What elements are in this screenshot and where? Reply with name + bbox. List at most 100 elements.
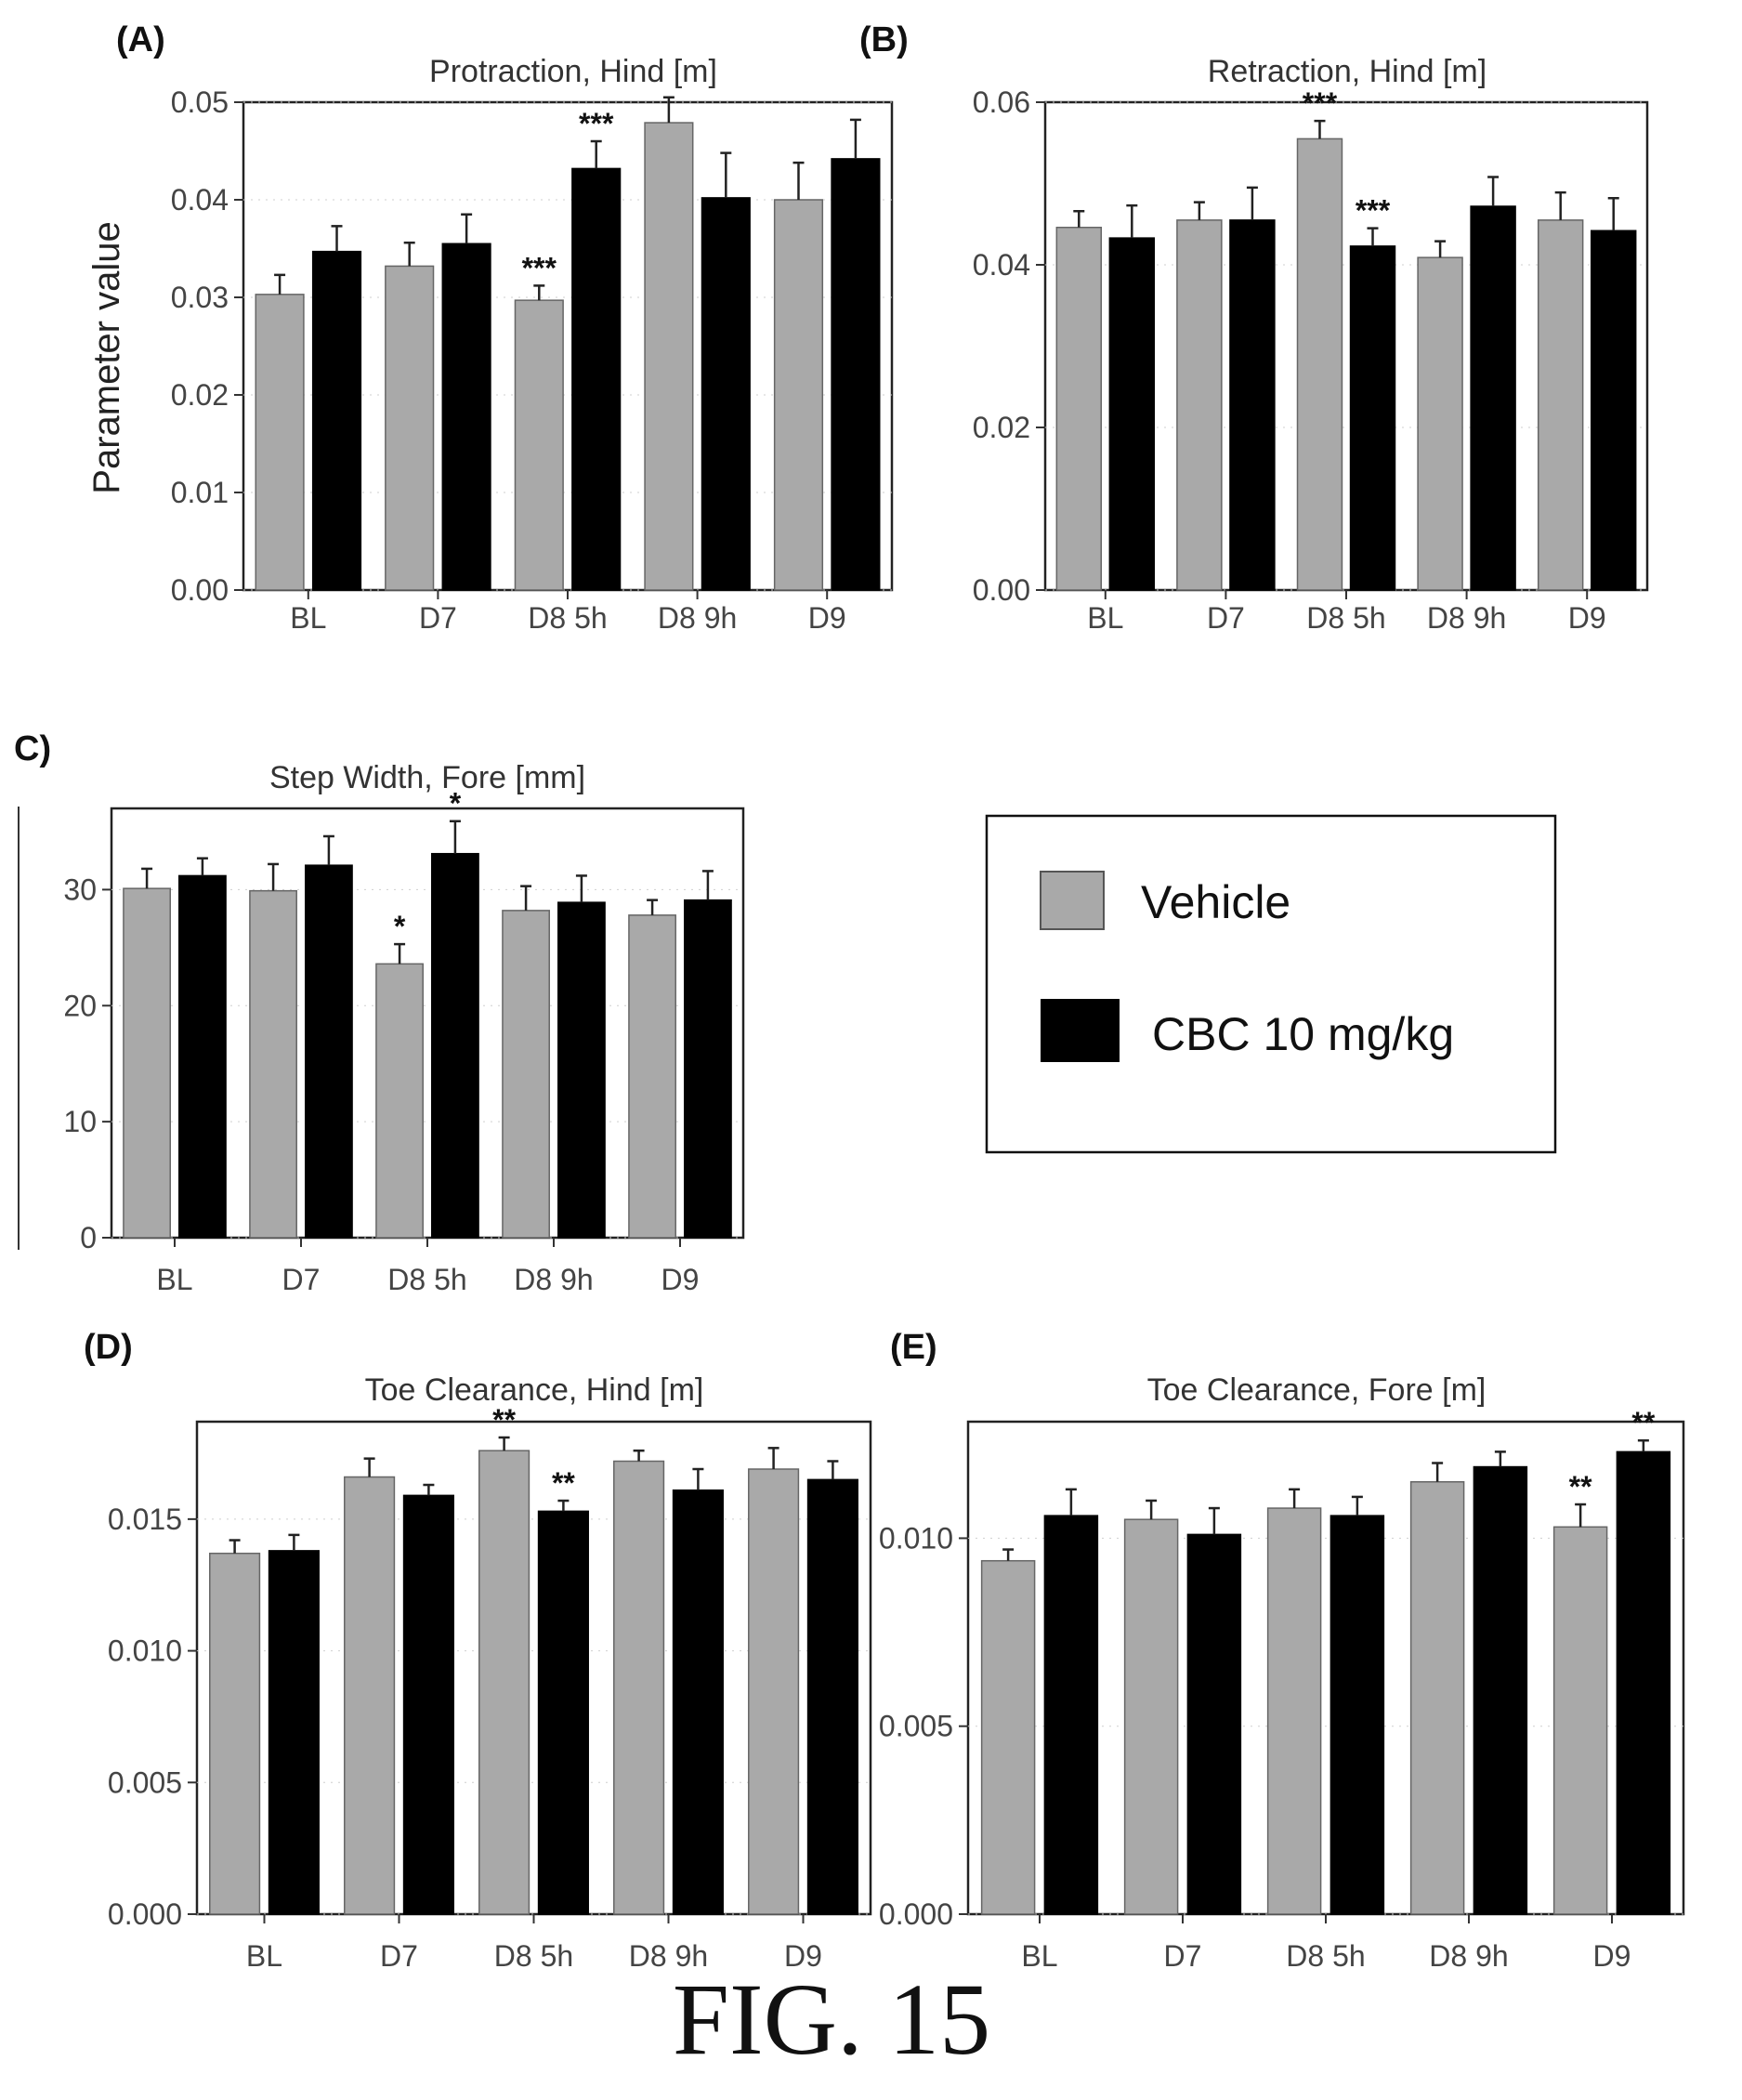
y-tick-label: 0.04: [171, 183, 229, 217]
bar-vehicle: [1176, 219, 1223, 591]
bar-vehicle: [249, 889, 297, 1239]
significance-marker: **: [1631, 1406, 1655, 1439]
y-tick-label: 30: [63, 873, 97, 906]
bar-vehicle: [613, 1460, 665, 1915]
bar-vehicle: [773, 199, 824, 591]
panel-a: (A) Protraction, Hind [m] Parameter valu…: [86, 20, 894, 635]
plot-area: 0.000 0.005 0.010 0.015 BL D7 ** ** D8 5h D8 9h D9: [108, 1403, 872, 1973]
y-tick-label: 0.005: [879, 1710, 953, 1743]
bar-vehicle: [1537, 219, 1584, 591]
y-tick-label: 0.00: [171, 573, 229, 607]
bar-cbc: [1186, 1533, 1242, 1915]
bar-vehicle: [502, 910, 550, 1239]
bar-cbc: [701, 197, 751, 591]
bar-vehicle: [1266, 1507, 1322, 1915]
bar-cbc: [1349, 245, 1396, 591]
x-tick-label: D8 9h: [514, 1263, 593, 1296]
bar-cbc: [806, 1478, 858, 1915]
significance-marker: ***: [579, 107, 614, 140]
x-tick-label: D7: [282, 1263, 321, 1296]
bar-vehicle: [209, 1552, 261, 1915]
bar-vehicle: [644, 122, 694, 591]
y-tick-label: 0.00: [973, 573, 1030, 607]
y-axis-label: Parameter value: [86, 221, 127, 493]
panel-title: Toe Clearance, Fore [m]: [1147, 1372, 1487, 1408]
legend: Vehicle CBC 10 mg/kg: [985, 814, 1557, 1154]
bar-vehicle: [123, 887, 171, 1239]
bar-vehicle: [1296, 138, 1343, 591]
y-tick-label: 0.01: [171, 476, 229, 509]
figure-caption: FIG. 15: [673, 1962, 990, 2076]
y-tick-label: 0.06: [973, 85, 1030, 119]
significance-marker: **: [552, 1466, 575, 1500]
y-tick-label: 0.010: [108, 1634, 182, 1668]
bar-cbc: [1470, 205, 1516, 591]
panel-c: C) Step Width, Fore [mm] 0 10 20 30 BL D7 * * D8…: [14, 729, 745, 1296]
x-tick-label: D9: [784, 1939, 822, 1973]
legend-swatch-vehicle: [1040, 871, 1105, 930]
significance-marker: ***: [1303, 86, 1338, 120]
bar-cbc: [178, 874, 227, 1239]
x-tick-label: D7: [1207, 601, 1245, 635]
y-tick-label: 0.005: [108, 1765, 182, 1799]
bar-cbc: [431, 852, 479, 1239]
panel-title: Protraction, Hind [m]: [429, 54, 717, 89]
bar-vehicle: [344, 1476, 396, 1915]
y-tick-label: 10: [63, 1105, 97, 1138]
panel-b: (B) Retraction, Hind [m] 0.00 0.02 0.04 0.0…: [859, 20, 1649, 635]
bar-vehicle: [385, 265, 435, 591]
panel-d: (D) Toe Clearance, Hind [m] 0.0000.0050.…: [84, 1328, 872, 1973]
x-tick-label: D8 9h: [629, 1939, 708, 1973]
panel-title: Toe Clearance, Hind [m]: [365, 1372, 704, 1408]
panel-title: Retraction, Hind [m]: [1208, 54, 1487, 89]
y-tick-label: 0.04: [973, 248, 1030, 282]
x-tick-label: D9: [808, 601, 846, 635]
panel-letter: (B): [859, 20, 909, 59]
significance-marker: **: [1569, 1470, 1592, 1503]
bar-cbc: [441, 243, 491, 591]
bar-cbc: [537, 1510, 589, 1915]
x-tick-label: D9: [1568, 601, 1606, 635]
bar-cbc: [831, 158, 881, 591]
bar-vehicle: [1409, 1480, 1465, 1915]
x-tick-label: BL: [156, 1263, 192, 1296]
bar-vehicle: [375, 963, 424, 1239]
panel-letter: C): [14, 729, 51, 768]
bar-cbc: [311, 250, 362, 591]
plot-area: 0 10 20 30 BL D7 * * D8 5h D8 9h D9: [63, 787, 745, 1296]
panel-letter: (A): [116, 20, 165, 59]
x-tick-label: D8 9h: [1427, 601, 1506, 635]
bar-vehicle: [1417, 256, 1463, 591]
bar-vehicle: [748, 1468, 800, 1915]
bar-cbc: [1229, 219, 1276, 591]
bar-cbc: [1616, 1450, 1671, 1915]
panel-letter: (E): [890, 1328, 937, 1367]
plot-area: 0.00 0.02 0.04 0.06 BL D7 *** *** D8 5h D8 9h D9: [973, 85, 1649, 635]
bar-cbc: [402, 1494, 454, 1915]
y-tick-label: 0.010: [879, 1521, 953, 1555]
x-tick-label: D8 5h: [528, 601, 607, 635]
x-tick-label: D7: [1164, 1939, 1202, 1973]
legend-label-cbc: CBC 10 mg/kg: [1152, 1008, 1454, 1060]
x-tick-label: D8 9h: [658, 601, 737, 635]
x-tick-label: D8 5h: [1286, 1939, 1365, 1973]
legend-swatch-cbc: [1041, 999, 1120, 1062]
bar-cbc: [557, 901, 606, 1239]
bar-vehicle: [478, 1450, 530, 1915]
bar-cbc: [268, 1550, 320, 1915]
x-tick-label: D7: [419, 601, 457, 635]
y-tick-label: 0.02: [973, 411, 1030, 444]
panel-title: Step Width, Fore [mm]: [269, 760, 585, 795]
x-tick-label: D8 5h: [494, 1939, 573, 1973]
significance-marker: ***: [522, 251, 557, 284]
bar-vehicle: [980, 1559, 1036, 1915]
significance-marker: ***: [1356, 194, 1391, 228]
x-tick-label: BL: [1021, 1939, 1057, 1973]
bar-vehicle: [514, 299, 564, 591]
significance-marker: *: [450, 787, 462, 820]
bar-vehicle: [1055, 227, 1103, 591]
bar-cbc: [305, 864, 353, 1239]
y-tick-label: 0.02: [171, 378, 229, 412]
bar-cbc: [1590, 230, 1637, 591]
x-tick-label: BL: [246, 1939, 282, 1973]
